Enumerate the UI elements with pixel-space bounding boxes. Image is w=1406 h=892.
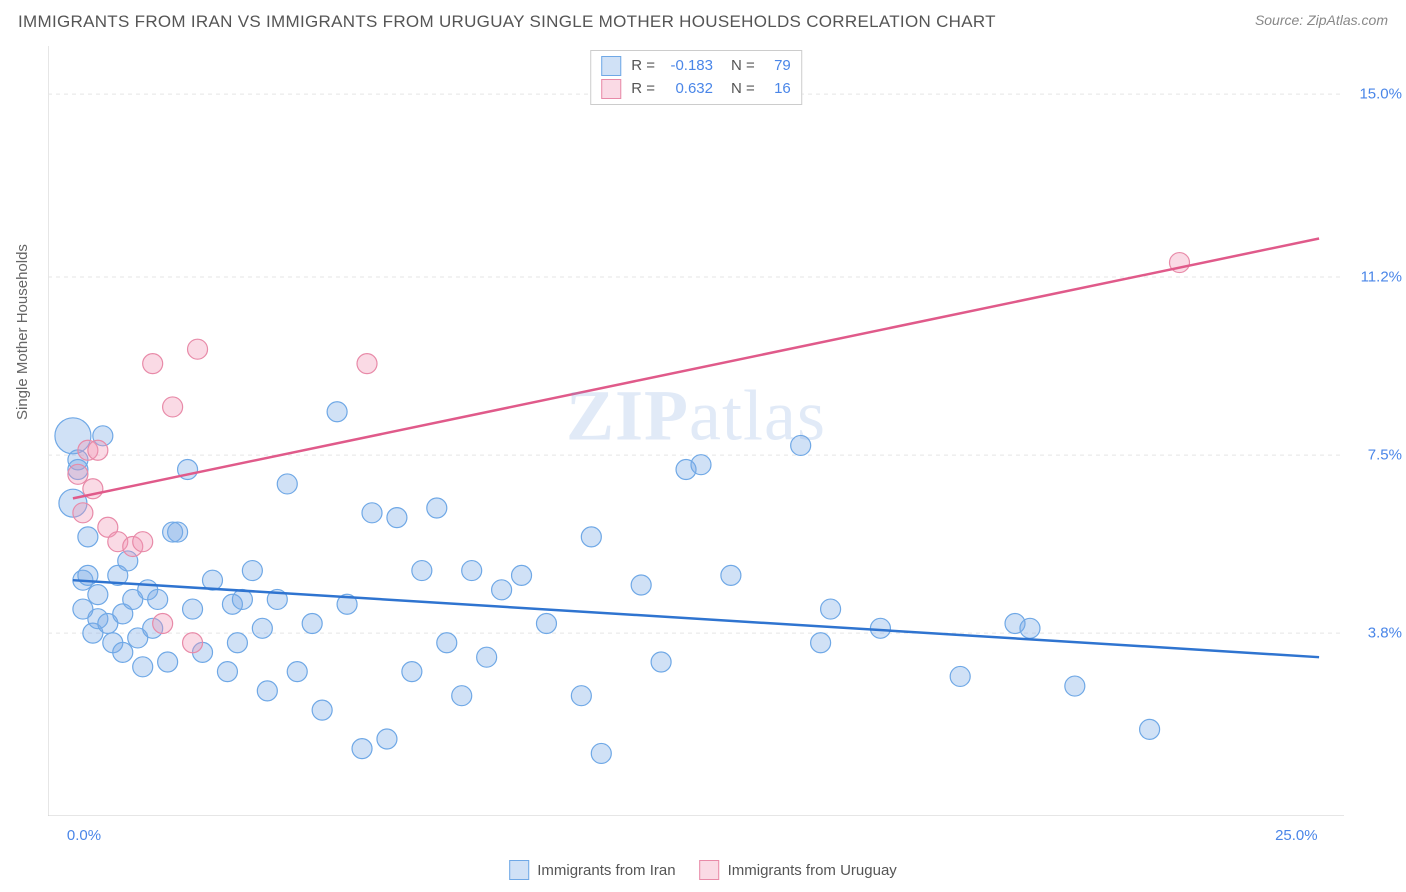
x-tick-label: 0.0%: [67, 827, 101, 844]
y-tick-label: 7.5%: [1368, 447, 1402, 464]
legend-label-uruguay: Immigrants from Uruguay: [728, 862, 897, 879]
header: IMMIGRANTS FROM IRAN VS IMMIGRANTS FROM …: [0, 0, 1406, 38]
chart-area: ZIPatlas R = -0.183 N = 79 R = 0.632 N =…: [48, 46, 1344, 816]
legend-swatch-uruguay: [601, 79, 621, 99]
legend-row-uruguay: R = 0.632 N = 16: [601, 78, 791, 101]
legend-item-uruguay: Immigrants from Uruguay: [700, 860, 897, 880]
legend-swatch-iran: [509, 860, 529, 880]
y-tick-label: 11.2%: [1361, 269, 1402, 286]
source-attribution: Source: ZipAtlas.com: [1255, 12, 1388, 28]
legend-row-iran: R = -0.183 N = 79: [601, 55, 791, 78]
legend-label-iran: Immigrants from Iran: [537, 862, 675, 879]
chart-title: IMMIGRANTS FROM IRAN VS IMMIGRANTS FROM …: [18, 12, 996, 32]
legend-item-iran: Immigrants from Iran: [509, 860, 675, 880]
y-tick-label: 15.0%: [1359, 86, 1402, 103]
series-legend: Immigrants from Iran Immigrants from Uru…: [509, 860, 897, 880]
scatter-plot: [48, 46, 1344, 816]
x-tick-label: 25.0%: [1275, 827, 1318, 844]
legend-swatch-uruguay: [700, 860, 720, 880]
legend-swatch-iran: [601, 56, 621, 76]
y-axis-label: Single Mother Households: [14, 244, 31, 420]
correlation-legend: R = -0.183 N = 79 R = 0.632 N = 16: [590, 50, 802, 105]
y-tick-label: 3.8%: [1368, 625, 1402, 642]
